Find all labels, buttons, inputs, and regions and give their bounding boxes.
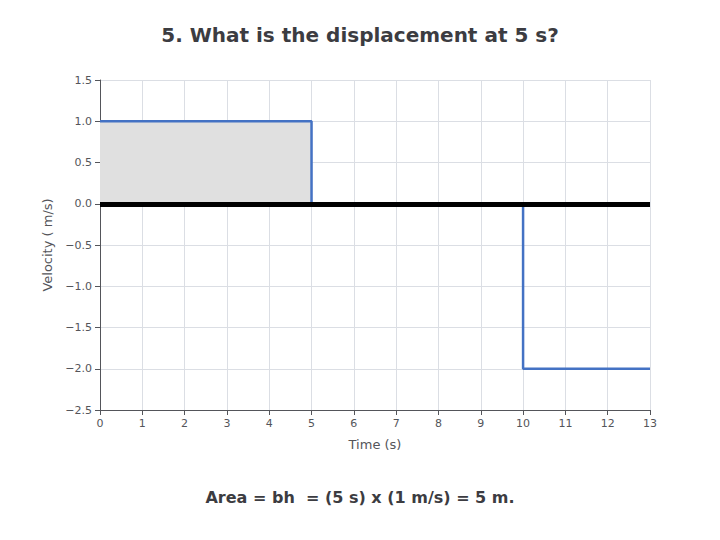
svg-text:1: 1 [139,417,146,430]
svg-text:1.0: 1.0 [75,115,93,128]
svg-text:9: 9 [477,417,484,430]
svg-text:−1.5: −1.5 [65,321,92,334]
svg-text:3: 3 [223,417,230,430]
svg-text:−2.0: −2.0 [65,362,92,375]
svg-text:Area = bh = (5 s) x (1 m/s) =: Area = bh = (5 s) x (1 m/s) = 5 m. [205,488,514,507]
svg-text:10: 10 [516,417,530,430]
svg-text:12: 12 [601,417,615,430]
svg-text:−2.5: −2.5 [65,404,92,417]
svg-text:−1.0: −1.0 [65,280,92,293]
svg-text:1.5: 1.5 [75,74,93,87]
svg-text:0: 0 [97,417,104,430]
svg-text:7: 7 [393,417,400,430]
svg-text:11: 11 [558,417,572,430]
svg-text:Time (s): Time (s) [348,437,402,452]
svg-text:0.5: 0.5 [75,156,93,169]
svg-text:−0.5: −0.5 [65,239,92,252]
svg-text:0.0: 0.0 [75,197,93,210]
svg-text:Velocity ( m/s): Velocity ( m/s) [40,198,55,291]
svg-text:5: 5 [308,417,315,430]
svg-text:5. What is the displacement at: 5. What is the displacement at 5 s? [161,23,559,47]
svg-text:4: 4 [266,417,273,430]
svg-text:2: 2 [181,417,188,430]
svg-text:8: 8 [435,417,442,430]
svg-text:13: 13 [643,417,657,430]
svg-text:6: 6 [350,417,357,430]
